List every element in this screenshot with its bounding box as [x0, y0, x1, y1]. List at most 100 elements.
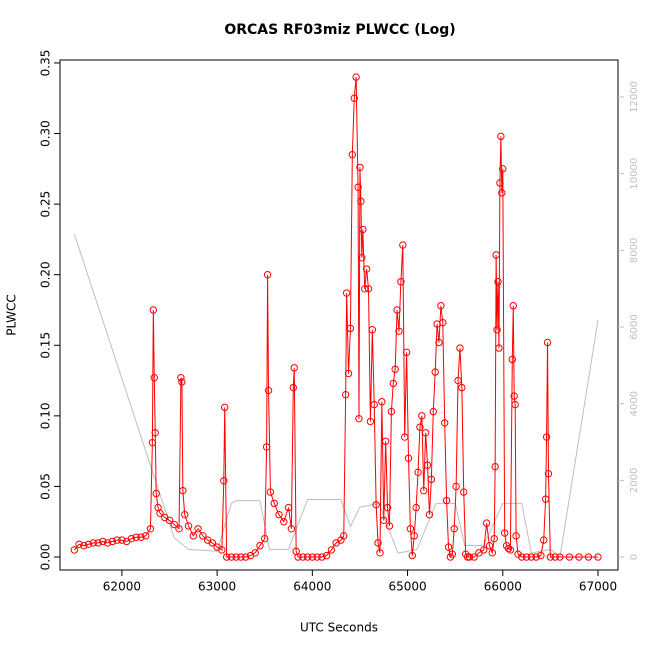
data-point	[194, 525, 202, 533]
data-point	[518, 553, 526, 561]
data-point	[99, 537, 107, 546]
data-point	[506, 546, 515, 554]
data-point	[70, 546, 78, 554]
data-point	[425, 510, 434, 519]
data-point	[366, 417, 375, 426]
data-point	[575, 553, 583, 561]
data-point	[406, 525, 415, 533]
x-tick-label: 67000	[579, 580, 617, 594]
data-point	[149, 306, 158, 314]
data-point	[208, 539, 217, 547]
y2-tick-label: 0	[629, 554, 640, 560]
y-tick-label: 0.25	[39, 191, 53, 218]
data-point	[494, 278, 502, 286]
plot-frame	[59, 59, 619, 571]
y2-tick-label: 12000	[629, 81, 640, 113]
x-tick-label: 65000	[388, 580, 426, 594]
data-point	[251, 549, 259, 557]
data-point	[94, 539, 102, 547]
series-line	[73, 233, 599, 558]
data-point	[504, 544, 513, 553]
data-point	[199, 532, 207, 540]
data-point	[220, 477, 228, 485]
data-point	[594, 553, 602, 561]
data-point	[341, 390, 350, 399]
data-point	[491, 462, 499, 471]
data-point	[402, 348, 411, 357]
data-point	[354, 183, 362, 191]
data-point	[113, 536, 121, 544]
data-point	[287, 525, 296, 533]
data-point	[127, 534, 136, 543]
data-point	[509, 302, 517, 310]
data-point	[355, 414, 363, 423]
data-point	[266, 488, 275, 496]
data-point	[414, 468, 422, 477]
data-point	[512, 532, 520, 540]
data-point	[346, 324, 355, 333]
data-point	[84, 540, 93, 549]
data-point	[222, 553, 231, 561]
data-point	[170, 520, 178, 529]
data-point	[270, 499, 278, 508]
data-point	[542, 433, 551, 441]
data-point	[150, 374, 158, 382]
data-point	[146, 525, 155, 533]
data-point	[361, 285, 369, 293]
data-point	[303, 553, 312, 561]
data-point	[395, 327, 403, 335]
data-point	[429, 407, 437, 416]
data-point	[511, 400, 519, 409]
data-point	[496, 179, 504, 187]
data-point	[391, 365, 399, 373]
y2-tick-label: 6000	[629, 314, 640, 339]
data-point	[358, 254, 366, 262]
y2-tick-label: 10000	[629, 158, 640, 190]
data-point	[416, 423, 424, 431]
data-point	[218, 546, 226, 554]
data-point	[232, 553, 240, 561]
data-point	[178, 378, 186, 386]
y-tick-label: 0.35	[39, 50, 53, 77]
data-point	[280, 518, 288, 526]
data-point	[444, 543, 453, 551]
data-point	[499, 165, 507, 173]
data-point	[522, 553, 531, 561]
y-tick-label: 0.20	[39, 261, 53, 288]
series-line	[73, 77, 599, 559]
x-axis-label: UTC Seconds	[300, 621, 378, 635]
y2-tick-label: 8000	[629, 238, 640, 263]
data-point	[137, 533, 145, 541]
data-point	[165, 516, 174, 525]
data-point	[108, 537, 117, 546]
data-point	[546, 553, 555, 561]
data-point	[410, 532, 418, 540]
data-point	[184, 522, 193, 530]
data-point	[181, 510, 189, 519]
data-point	[370, 400, 378, 409]
data-point	[357, 197, 365, 205]
data-point	[482, 519, 491, 527]
data-point	[318, 553, 326, 561]
data-point	[368, 326, 377, 334]
data-point	[439, 318, 447, 327]
data-point	[141, 532, 150, 540]
data-point	[408, 551, 417, 560]
x-tick-label: 63000	[198, 580, 236, 594]
y-tick-label: 0.10	[39, 402, 53, 429]
data-point	[456, 344, 464, 352]
data-point	[431, 368, 439, 376]
data-point	[385, 522, 394, 530]
data-point	[340, 532, 348, 540]
data-point	[421, 429, 430, 437]
x-tick-label: 64000	[293, 580, 331, 594]
data-point	[423, 461, 432, 469]
data-point	[404, 454, 413, 462]
data-point	[490, 534, 498, 543]
data-point	[308, 553, 317, 561]
data-point	[427, 475, 436, 484]
data-point	[359, 225, 367, 234]
data-point	[565, 553, 574, 561]
data-point	[465, 553, 474, 561]
